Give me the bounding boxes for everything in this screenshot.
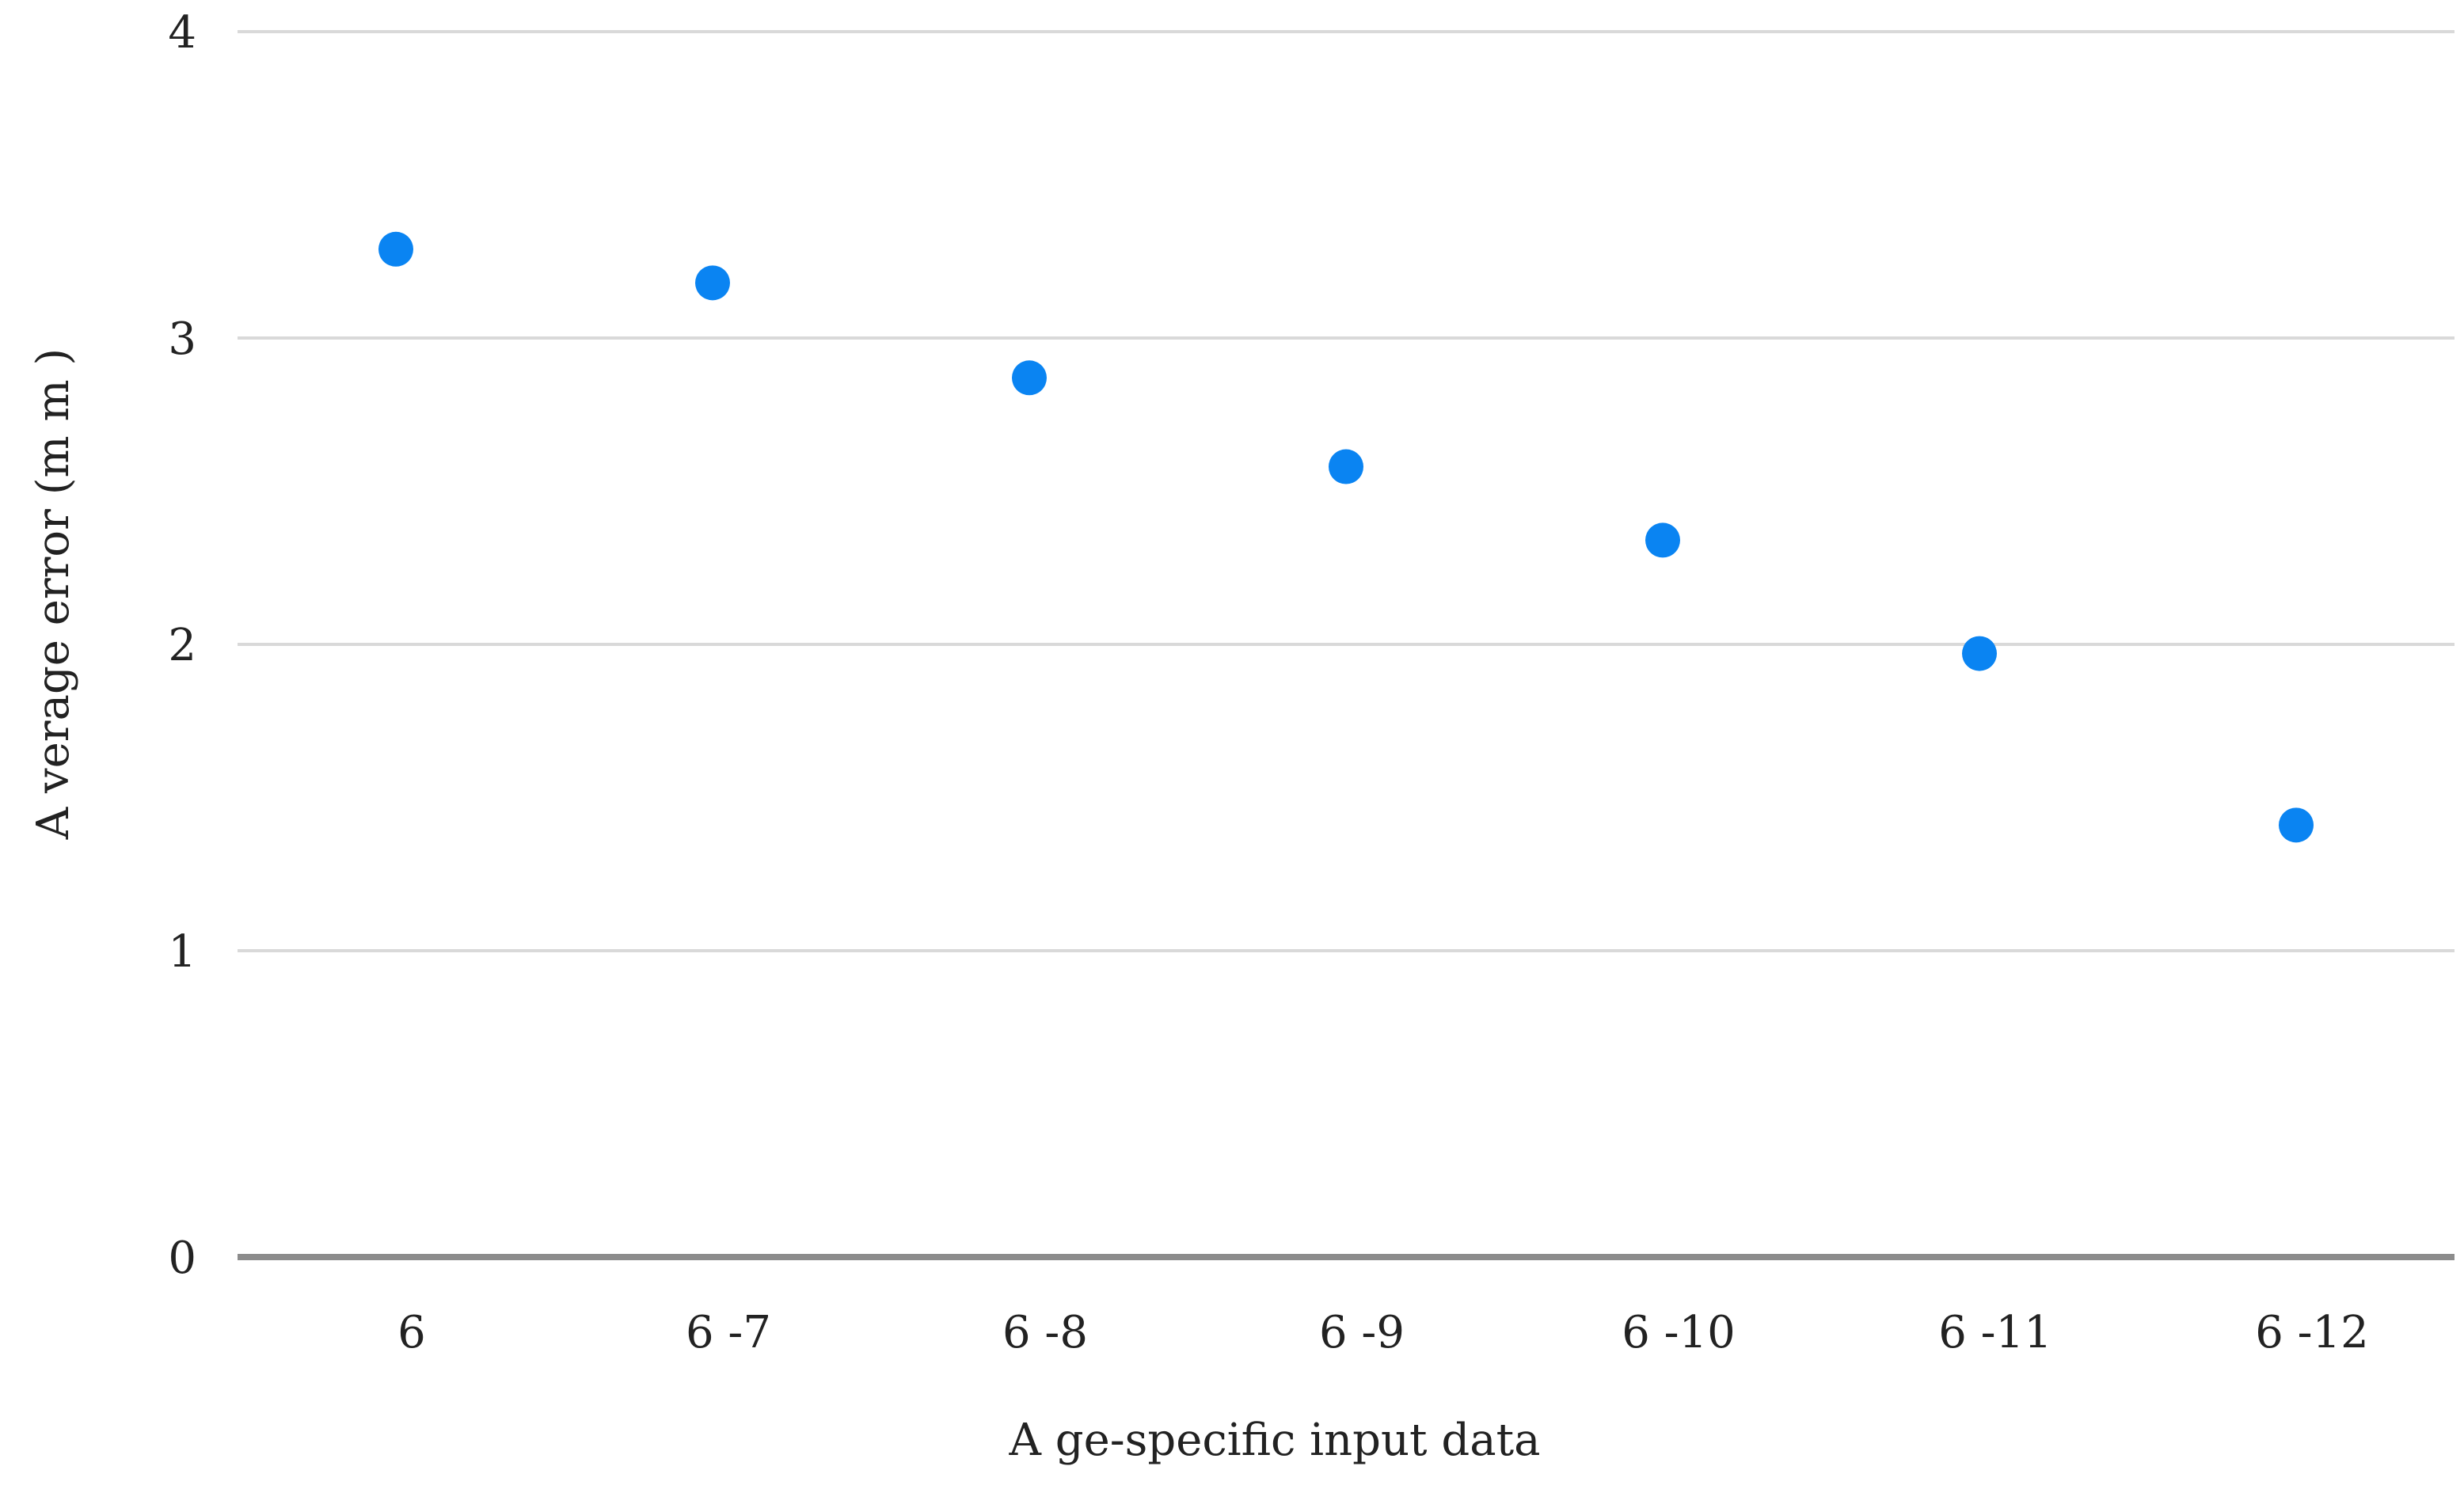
data-point [1962,636,1997,671]
y-tick-label: 3 [168,313,196,365]
x-tick-label: 6 -9 [1319,1307,1405,1358]
data-point [1645,522,1680,558]
y-tick-label: 0 [168,1233,196,1284]
y-tick-label: 1 [168,926,196,978]
x-tick-label: 6 [397,1307,426,1358]
x-tick-label: 6 -10 [1622,1307,1736,1358]
y-axis-title: A verage error (m m ) [28,348,79,840]
x-tick-label: 6 -8 [1002,1307,1088,1358]
x-tick-label: 6 -7 [686,1307,771,1358]
data-point [1012,360,1047,396]
data-point [1329,449,1363,484]
gridlines [238,30,2454,1260]
x-axis-title: A ge-specific input data [1009,1415,1541,1466]
data-points [378,231,2314,843]
data-point [2279,807,2314,843]
x-tick-label: 6 -11 [1938,1307,2052,1358]
x-axis-ticks: 6 6 -7 6 -8 6 -9 6 -10 6 -11 6 -12 [397,1307,2369,1358]
data-point [695,265,730,301]
y-axis-ticks: 0 1 2 3 4 [168,7,196,1284]
y-tick-label: 4 [168,7,196,59]
x-tick-label: 6 -12 [2255,1307,2369,1358]
data-point [378,231,413,267]
y-tick-label: 2 [168,620,196,671]
